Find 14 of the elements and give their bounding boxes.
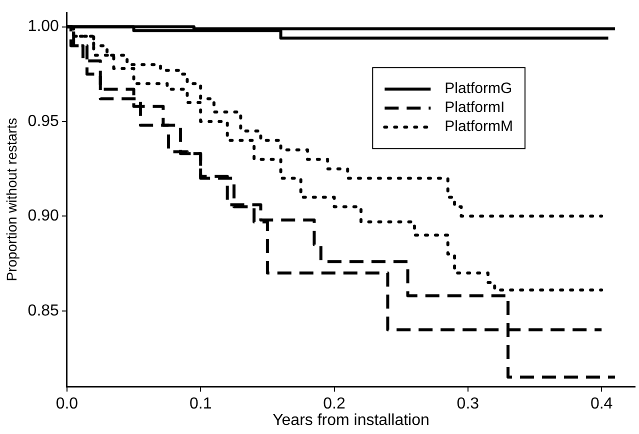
legend-label: PlatformG — [444, 80, 512, 98]
y-tick-label: 0.95 — [28, 112, 60, 130]
x-tick-label: 0.4 — [590, 396, 613, 413]
x-tick-label: 0.1 — [189, 396, 212, 413]
x-axis-title: Years from installation — [272, 412, 430, 429]
x-tick-label: 0.3 — [456, 396, 480, 413]
x-tick-label: 0.2 — [323, 396, 346, 413]
legend-label: PlatformI — [444, 99, 505, 116]
y-axis-title: Proportion without restarts — [3, 118, 20, 282]
x-tick-label: 0.0 — [56, 396, 78, 413]
y-tick-label: 0.90 — [28, 208, 60, 225]
y-tick-label: 1.00 — [28, 18, 60, 36]
y-tick-label: 0.85 — [28, 302, 60, 320]
legend-label: PlatformM — [444, 118, 513, 136]
